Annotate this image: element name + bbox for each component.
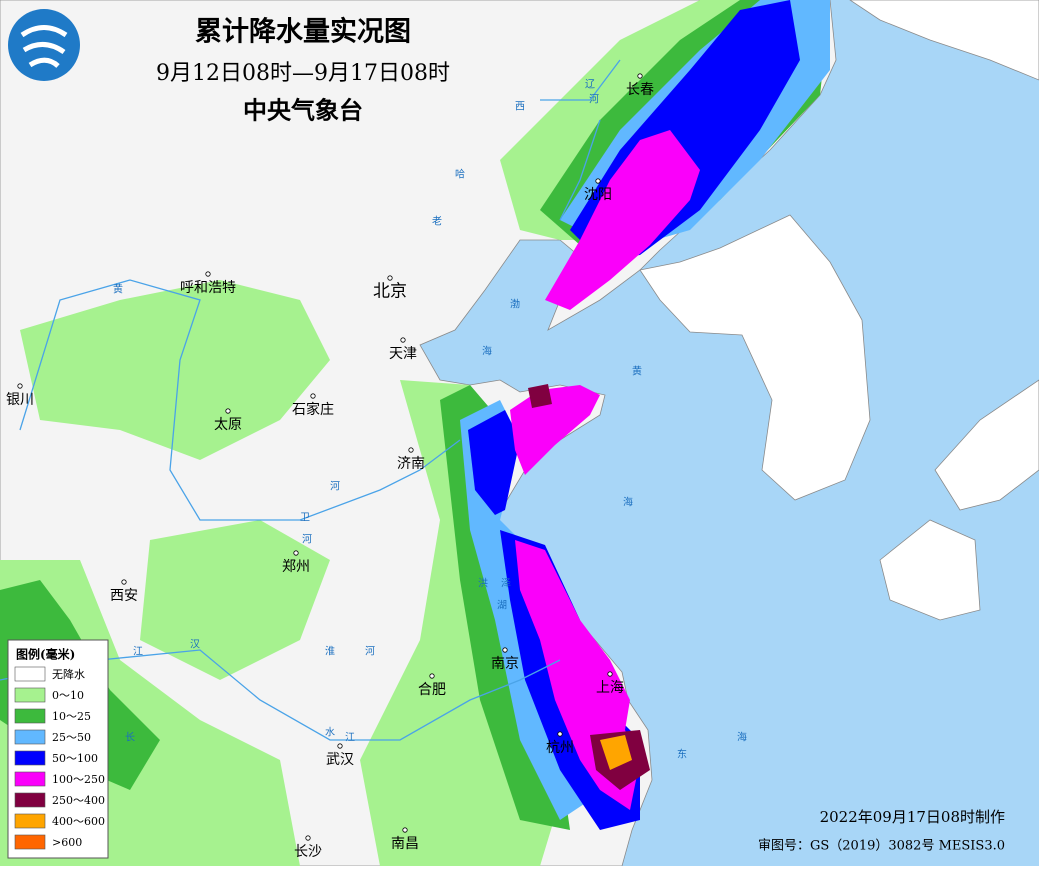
precipitation (0, 0, 830, 866)
city-dot (387, 275, 393, 281)
legend-label: 50～100 (52, 752, 98, 765)
water-label: 长 (125, 732, 135, 744)
footer-made: 2022年09月17日08时制作 (820, 808, 1005, 826)
city-dot (337, 743, 343, 749)
legend-label: 400～600 (52, 815, 105, 828)
city-dot (400, 337, 406, 343)
city-dot (293, 550, 299, 556)
city-dot (225, 408, 231, 414)
land (639, 214, 871, 501)
agency: 中央气象台 (243, 96, 363, 125)
city-dot (557, 731, 563, 737)
city-dot (637, 73, 643, 79)
footer-approval: 审图号：GS（2019）3082号 MESIS3.0 (758, 839, 1005, 854)
water-label: 海 (623, 496, 633, 509)
legend-swatch (14, 813, 46, 829)
legend-label: 250～400 (52, 794, 105, 807)
city-label: 石家庄 (292, 401, 334, 418)
legend-label: 无降水 (52, 667, 85, 681)
city-label: 杭州 (546, 740, 574, 756)
water-label: 老 (432, 215, 442, 228)
period: 9月12日08时—9月17日08时 (156, 61, 450, 86)
city-dot (305, 835, 311, 841)
legend-swatch (14, 687, 46, 703)
city-label: 武汉 (326, 752, 354, 768)
city-dot (205, 271, 211, 277)
legend-swatch (14, 834, 46, 850)
city-label: 西安 (110, 588, 138, 604)
legend-label: 100～250 (52, 773, 105, 786)
water-label: 黄 (632, 365, 642, 378)
city-dot (408, 447, 414, 453)
city-dot (402, 827, 408, 833)
water-label: 汉 (190, 639, 200, 651)
legend-swatch (14, 771, 46, 787)
water-label: 水 (325, 727, 335, 739)
water-label: 湖 (497, 600, 507, 612)
city-label: 沈阳 (584, 187, 612, 203)
city-label: 合肥 (418, 682, 446, 698)
city-dot (17, 383, 23, 389)
legend-swatch (14, 750, 46, 766)
city-label: 天津 (389, 346, 417, 362)
water-label: 淮 (325, 646, 335, 658)
city-label: 北京 (373, 282, 407, 302)
water-label: 江 (133, 646, 143, 658)
water-label: 河 (330, 481, 340, 493)
title: 累计降水量实况图 (195, 16, 411, 48)
legend-label: 0～10 (52, 689, 84, 702)
city-label: 太原 (214, 417, 242, 433)
water-label: 河 (302, 534, 312, 546)
legend: 图例(毫米) 无降水 0～10 10～25 25～50 50～100 100～250 250… (7, 639, 109, 859)
water-label: 西 (515, 102, 525, 113)
city-dot (310, 393, 316, 399)
city-dot (502, 647, 508, 653)
water-label: 辽 (585, 79, 595, 91)
land (849, 0, 1039, 621)
legend-swatch (14, 666, 46, 682)
city-label: 济南 (397, 456, 425, 472)
logo (8, 9, 80, 81)
water-label: 卫 (300, 513, 310, 524)
water-label: 河 (365, 646, 375, 658)
city-label: 郑州 (282, 559, 310, 575)
city-label: 南昌 (391, 836, 419, 852)
water-label: 海 (482, 345, 492, 358)
city-label: 银川 (6, 392, 34, 408)
water-label: 海 (737, 731, 747, 744)
city-label: 呼和浩特 (180, 280, 236, 296)
city-dot (121, 579, 127, 585)
rivers (0, 59, 621, 741)
water-label: 泽 (501, 578, 511, 590)
legend-swatch (14, 792, 46, 808)
legend-swatch (14, 708, 46, 724)
water-label: 东 (677, 748, 687, 761)
water-label: 渤 (510, 298, 520, 311)
city-dot (429, 673, 435, 679)
legend-swatch (14, 729, 46, 745)
legend-label: >600 (52, 836, 82, 849)
city-dot (607, 671, 613, 677)
water-label: 江 (345, 732, 355, 744)
water-label: 河 (589, 94, 599, 106)
city-label: 长春 (626, 82, 654, 98)
city-label: 长沙 (294, 844, 322, 860)
water-label: 洪 (478, 578, 488, 590)
legend-label: 25～50 (52, 731, 91, 744)
legend-label: 10～25 (52, 710, 91, 723)
city-label: 上海 (596, 680, 624, 696)
water-label: 哈 (455, 168, 465, 181)
legend-title: 图例(毫米) (16, 647, 75, 662)
water-label: 黄 (113, 283, 123, 296)
city-label: 南京 (491, 656, 519, 672)
city-dot (595, 178, 601, 184)
